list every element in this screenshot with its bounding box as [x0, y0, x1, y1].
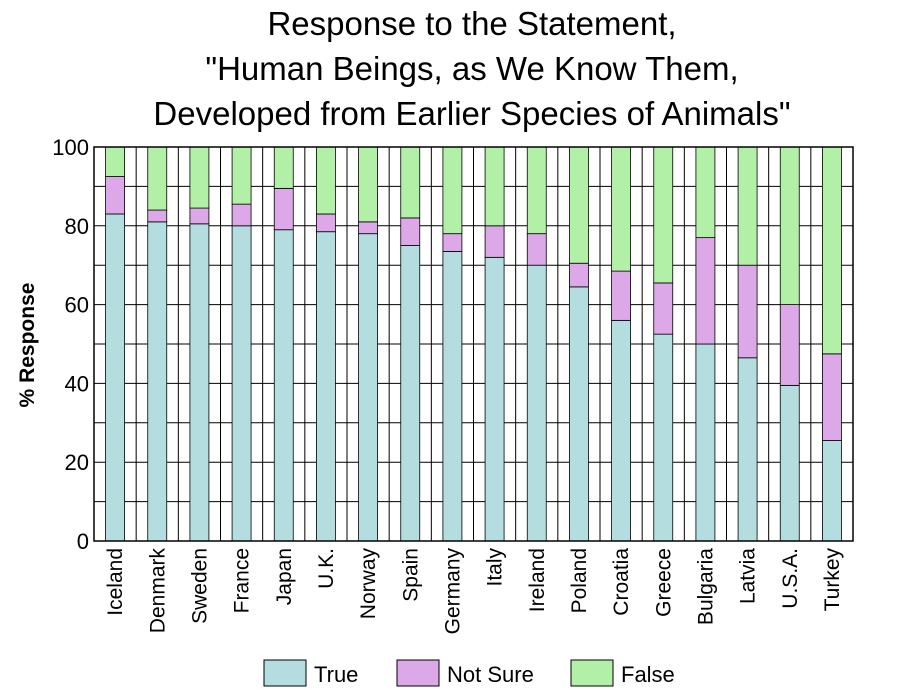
bar-segment-false — [400, 146, 421, 219]
bar-segment-false — [526, 146, 547, 235]
y-tick-label: 100 — [52, 135, 89, 160]
chart-title: Response to the Statement, "Human Beings,… — [153, 5, 790, 132]
bar-segment-true — [273, 229, 294, 542]
bar-segment-true — [400, 245, 421, 542]
y-tick-label: 80 — [65, 214, 89, 239]
bar-segment-not-sure — [695, 237, 716, 345]
y-axis-label: % Response — [16, 283, 39, 408]
bar-segment-false — [653, 146, 674, 284]
legend-label: True — [314, 662, 358, 687]
bar-segment-not-sure — [400, 217, 421, 246]
bar-segment-false — [273, 146, 294, 189]
bar-segment-not-sure — [653, 282, 674, 335]
legend-swatch — [396, 659, 440, 687]
bar-segment-false — [316, 146, 336, 215]
bar-segment-not-sure — [779, 304, 800, 386]
y-tick-label: 20 — [65, 450, 89, 475]
legend-swatch — [263, 659, 307, 687]
legend-swatch — [570, 659, 614, 687]
x-tick-label: Spain — [399, 548, 422, 602]
bar-segment-false — [779, 146, 800, 306]
bar-segment-not-sure — [526, 233, 547, 266]
bar-segment-true — [442, 251, 463, 542]
bar-segment-not-sure — [442, 233, 463, 252]
bar-segment-true — [316, 231, 336, 542]
bar-segment-false — [231, 146, 252, 205]
chart-title-line: Response to the Statement, — [267, 5, 676, 42]
bar-segment-not-sure — [737, 264, 758, 359]
y-tick-label: 0 — [77, 529, 89, 554]
bar-segment-false — [737, 146, 758, 266]
legend-label: False — [621, 662, 675, 687]
bar-segment-true — [569, 286, 589, 542]
legend: True Not Sure False — [263, 659, 675, 687]
bar-segment-not-sure — [484, 225, 505, 258]
plot-frame — [93, 146, 854, 542]
bar-segment-false — [569, 146, 589, 264]
bar-segment-not-sure — [569, 262, 589, 288]
axes — [93, 146, 854, 542]
x-tick-label: Germany — [441, 548, 464, 635]
legend-label: Not Sure — [447, 662, 534, 687]
chart-title-line: Developed from Earlier Species of Animal… — [153, 95, 790, 132]
x-tick-label: Latvia — [737, 548, 760, 604]
bar-segment-false — [442, 146, 463, 235]
bars — [105, 146, 842, 542]
bar-segment-not-sure — [189, 207, 210, 225]
bar-segment-true — [695, 343, 716, 542]
bar-segment-not-sure — [822, 353, 842, 441]
x-tick-label: U.S.A. — [779, 548, 802, 609]
bar-segment-true — [189, 223, 210, 542]
bar-segment-not-sure — [105, 176, 125, 215]
bar-segment-not-sure — [316, 213, 336, 233]
x-tick-label: Japan — [273, 548, 296, 605]
y-tick-labels: 0 20 40 60 80 100 — [52, 135, 89, 554]
bar-segment-true — [484, 256, 505, 542]
bar-segment-true — [779, 384, 800, 542]
x-tick-labels: Iceland Denmark Sweden France Japan U.K. Norwa… — [104, 548, 844, 635]
bar-segment-false — [484, 146, 505, 227]
bar-segment-true — [358, 233, 378, 542]
x-tick-label: Denmark — [146, 548, 169, 634]
bar-segment-false — [611, 146, 631, 272]
y-tick-label: 40 — [65, 371, 89, 396]
x-tick-label: Norway — [357, 548, 380, 620]
bar-segment-true — [653, 333, 674, 542]
x-tick-label: France — [231, 548, 254, 613]
x-tick-label: Croatia — [610, 548, 633, 616]
x-tick-label: Sweden — [188, 548, 211, 624]
x-tick-label: U.K. — [315, 548, 338, 589]
bar-segment-not-sure — [611, 270, 631, 321]
bar-segment-not-sure — [273, 187, 294, 231]
bar-segment-false — [695, 146, 716, 239]
x-tick-label: Iceland — [104, 548, 127, 616]
bar-segment-true — [611, 319, 631, 542]
bar-segment-false — [358, 146, 378, 223]
bar-segment-true — [526, 264, 547, 542]
bar-segment-false — [105, 146, 125, 177]
bar-segment-false — [189, 146, 210, 209]
legend-item: False — [570, 659, 675, 687]
bar-segment-not-sure — [231, 203, 252, 227]
bar-segment-false — [147, 146, 168, 211]
x-tick-label: Bulgaria — [694, 548, 717, 625]
legend-item: True — [263, 659, 358, 687]
x-tick-label: Greece — [652, 548, 675, 617]
bar-segment-true — [231, 225, 252, 542]
bar-segment-false — [822, 146, 842, 355]
bar-segment-not-sure — [358, 221, 378, 235]
x-tick-label: Poland — [568, 548, 591, 613]
y-tick-label: 60 — [65, 293, 89, 318]
bar-segment-true — [105, 213, 125, 542]
bar-segment-true — [822, 440, 842, 542]
chart-title-line: "Human Beings, as We Know Them, — [205, 50, 738, 87]
x-tick-label: Turkey — [821, 548, 844, 612]
bar-segment-true — [737, 357, 758, 542]
x-tick-label: Italy — [484, 548, 507, 587]
bar-segment-true — [147, 221, 168, 542]
legend-item: Not Sure — [396, 659, 534, 687]
bar-segment-not-sure — [147, 209, 168, 223]
x-tick-label: Ireland — [526, 548, 549, 612]
